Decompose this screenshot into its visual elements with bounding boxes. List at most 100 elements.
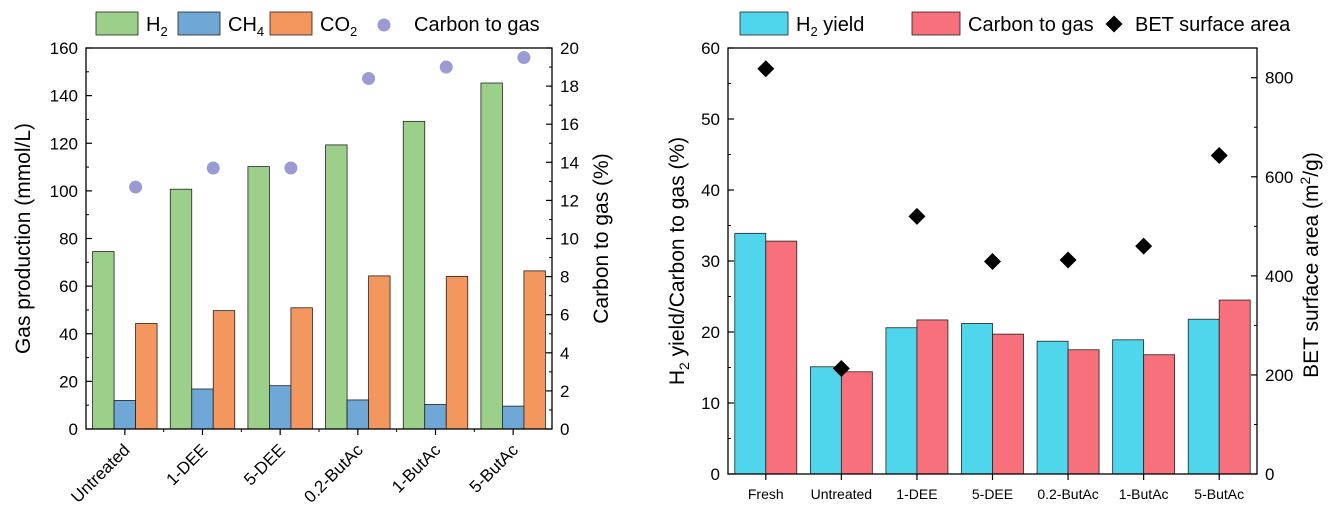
legend-label: Carbon to gas — [968, 14, 1094, 36]
y2-tick-label: 0 — [560, 420, 569, 439]
bar-h2 — [402, 120, 426, 430]
bar-h2 — [480, 82, 503, 430]
legend-marker — [377, 18, 391, 32]
y-tick-label: 10 — [701, 394, 720, 413]
y2-tick-label: 4 — [560, 344, 569, 363]
legend-label: Carbon to gas — [414, 14, 540, 36]
bar-h2-yield — [1112, 339, 1145, 475]
carbon-to-gas-point — [206, 161, 220, 175]
y-tick-label: 140 — [50, 87, 78, 106]
legend-item: H2 yield — [739, 11, 864, 39]
y-tick-label: 120 — [50, 134, 78, 153]
y2-tick-label: 6 — [560, 306, 569, 325]
y-axis-title: Gas production (mmol/L) — [12, 123, 35, 354]
bar-h2 — [247, 166, 270, 430]
y2-tick-label: 8 — [560, 268, 569, 287]
bar-ch4 — [346, 399, 369, 430]
y-axis-title: H2 yield/Carbon to gas (%) — [666, 137, 692, 385]
y-tick-label: 0 — [711, 465, 720, 484]
y-tick-label: 80 — [59, 230, 78, 249]
y2-tick-label: 0 — [1265, 465, 1274, 484]
legend-swatch — [911, 11, 961, 36]
bar-ch4 — [191, 388, 214, 430]
bar-h2-yield — [961, 323, 993, 475]
y2-axis-title: Carbon to gas (%) — [590, 153, 613, 323]
carbon-to-gas-point — [129, 180, 143, 194]
y-tick-label: 20 — [59, 372, 78, 391]
legend: H2 yield Carbon to gas BET surface area — [739, 11, 1291, 39]
legend-item: CO2 — [269, 11, 357, 39]
bar-h2-yield — [1187, 318, 1220, 475]
bar-co2 — [135, 323, 158, 430]
x-tick-label: Fresh — [748, 486, 784, 502]
y2-tick-label: 18 — [560, 77, 579, 96]
bar-carbon-to-gas — [916, 319, 949, 475]
y-tick-label: 60 — [701, 39, 720, 58]
x-tick-label: 5-DEE — [240, 440, 289, 489]
y2-tick-label: 20 — [560, 39, 579, 58]
y-tick-label: 60 — [59, 277, 78, 296]
bar-h2 — [92, 251, 115, 430]
y-tick-label: 40 — [59, 325, 78, 344]
bar-carbon-to-gas — [992, 333, 1024, 475]
x-tick-label: 1-ButAc — [1119, 486, 1169, 502]
bar-h2 — [169, 188, 193, 430]
bet-surface-area-point — [1059, 251, 1077, 269]
x-tick-label: 5-DEE — [972, 486, 1013, 502]
y2-tick-label: 10 — [560, 230, 579, 249]
x-tick-label: 0.2-ButAc — [1037, 486, 1098, 502]
y2-tick-label: 16 — [560, 115, 579, 134]
bar-co2 — [523, 270, 546, 430]
bar-ch4 — [113, 400, 136, 430]
carbon-to-gas-point — [439, 60, 453, 74]
legend-swatch — [269, 11, 313, 36]
y2-tick-label: 2 — [560, 382, 569, 401]
left-chart-panel: 0 20 40 60 80 100 120 140 160 0 2 4 6 8 10 12 14 16 18 20 Un… — [12, 11, 613, 507]
y-tick-label: 20 — [701, 323, 720, 342]
bar-carbon-to-gas — [1143, 354, 1176, 475]
y-tick-label: 160 — [50, 39, 78, 58]
bar-h2-yield — [1036, 340, 1069, 475]
bet-surface-area-point — [1210, 146, 1228, 164]
bet-surface-area-point — [757, 60, 775, 78]
legend-item: CH4 — [177, 11, 264, 39]
x-tick-label: 5-ButAc — [1194, 486, 1244, 502]
carbon-to-gas-point — [362, 71, 376, 85]
legend-swatch — [177, 11, 221, 36]
y2-tick-label: 400 — [1265, 267, 1293, 286]
x-tick-label: 1-DEE — [162, 440, 211, 489]
y2-tick-label: 600 — [1265, 168, 1293, 187]
legend-swatch — [95, 11, 139, 36]
bar-h2-yield — [734, 232, 767, 475]
legend-item: Carbon to gas — [377, 14, 540, 36]
x-tick-label: 5-ButAc — [466, 440, 523, 497]
x-tick-label: 1-ButAc — [388, 440, 445, 497]
legend-swatch — [739, 11, 789, 36]
legend-label: H2 yield — [796, 14, 864, 39]
bar-co2 — [368, 275, 391, 430]
x-tick-label: 0.2-ButAc — [300, 440, 367, 507]
legend: H2 CH4 CO2 Carbon to gas — [95, 11, 540, 39]
bar-carbon-to-gas — [765, 240, 798, 475]
carbon-to-gas-point — [517, 51, 531, 65]
bar-carbon-to-gas — [1067, 349, 1100, 475]
bar-co2 — [212, 310, 236, 430]
legend-item: H2 — [95, 11, 168, 39]
y2-tick-label: 12 — [560, 191, 579, 210]
legend-label: CH4 — [228, 14, 264, 39]
y2-tick-label: 200 — [1265, 366, 1293, 385]
y-tick-label: 50 — [701, 110, 720, 129]
bar-ch4 — [502, 405, 525, 430]
legend-item: BET surface area — [1105, 14, 1291, 36]
carbon-to-gas-point — [284, 161, 298, 175]
bet-surface-area-point — [908, 207, 926, 225]
bet-surface-area-point — [832, 359, 850, 377]
bar-co2 — [445, 275, 469, 430]
bar-h2 — [325, 144, 348, 430]
y-tick-label: 100 — [50, 182, 78, 201]
x-tick-label: Untreated — [811, 486, 872, 502]
x-tick-label: 1-DEE — [896, 486, 937, 502]
bar-carbon-to-gas — [1218, 299, 1251, 475]
